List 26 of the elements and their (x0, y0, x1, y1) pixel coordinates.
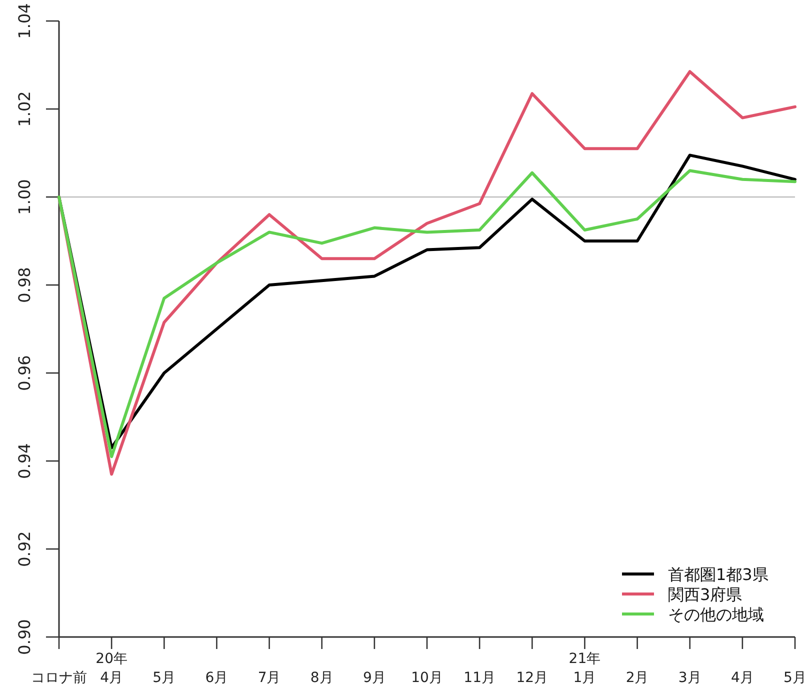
x-tick-label: 11月 (464, 670, 496, 686)
y-tick-label: 1.00 (15, 179, 34, 215)
y-tick-label: 0.92 (15, 531, 34, 567)
y-tick-label: 1.04 (15, 3, 34, 39)
y-tick-label: 0.90 (15, 619, 34, 655)
x-tick-label: 21年 1月 (568, 651, 601, 686)
legend-label: その他の地域 (668, 605, 764, 624)
legend-label: 関西3府県 (668, 585, 742, 604)
x-tick-label: 4月 (730, 670, 754, 686)
x-tick-label: 12月 (516, 670, 548, 686)
x-tick-label: 9月 (362, 670, 386, 686)
x-tick-label: コロナ前 (31, 670, 87, 686)
x-tick-label: 2月 (626, 670, 649, 686)
y-tick-label: 0.96 (15, 355, 34, 391)
x-tick-label: 10月 (411, 670, 443, 686)
y-tick-label: 0.98 (15, 267, 34, 303)
x-tick-label: 7月 (258, 670, 281, 686)
x-tick-label: 8月 (310, 670, 334, 686)
x-tick-label: 3月 (678, 670, 702, 686)
x-tick-label: 5月 (152, 670, 176, 686)
y-tick-label: 1.02 (15, 91, 34, 127)
x-tick-label: 20年 4月 (96, 651, 128, 686)
x-tick-label: 6月 (205, 670, 228, 686)
legend-label: 首都圏1都3県 (668, 565, 768, 584)
x-tick-label: 5月 (784, 670, 806, 686)
y-tick-label: 0.94 (15, 443, 34, 479)
